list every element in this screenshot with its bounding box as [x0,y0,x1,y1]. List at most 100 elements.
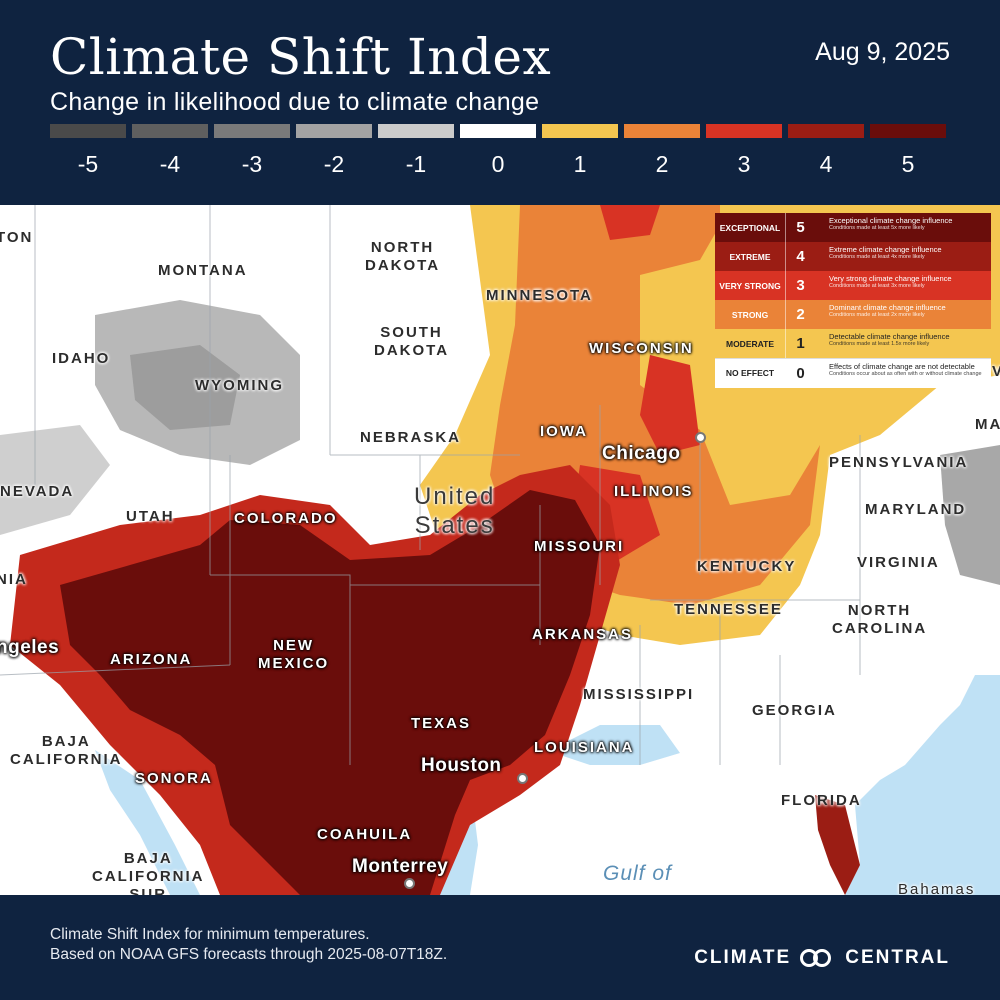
legend-row: EXCEPTIONAL 5 Exceptional climate change i… [715,213,991,242]
scale-swatch [132,124,208,138]
climate-central-logo-icon [800,947,836,969]
map-label-edge-california: NIA [0,571,28,588]
legend-description-text: Effects of climate change are not detect… [829,362,975,371]
map-label-arkansas: ARKANSAS [532,626,634,643]
brand-text-right: CENTRAL [845,947,950,968]
map-label-nebraska: NEBRASKA [360,429,462,446]
brand-text-left: CLIMATE [694,947,792,968]
legend-category: EXCEPTIONAL [715,213,785,242]
grey-region-east [940,445,1000,585]
scale-swatch [214,124,290,138]
legend-row: MODERATE 1 Detectable climate change influ… [715,329,991,358]
monterrey-dot [404,878,415,889]
page-title: Climate Shift Index [50,28,552,86]
forecast-date: Aug 9, 2025 [815,38,950,66]
scale-label: -2 [323,151,345,177]
legend-level: 0 [785,359,815,387]
exceptional-region [60,490,600,895]
legend-description-text: Detectable climate change influence [829,332,950,341]
map-label-south-dakota: SOUTH DAKOTA [374,324,450,359]
state-borders [0,205,861,765]
legend-description-detail: Conditions made at least 4x more likely [829,254,925,260]
map-label-maryland: MARYLAND [865,501,967,518]
scale-swatch [50,124,126,138]
legend-description-text: Very strong climate change influence [829,274,952,283]
map-label-north-carolina: NORTH CAROLINA [832,602,928,637]
map-label-bahamas: Bahamas [898,881,976,895]
scale-label: -3 [241,151,263,177]
legend-level: 3 [785,271,815,300]
legend-level: 5 [785,213,815,242]
map-label-baja-california: BAJA CALIFORNIA [10,733,123,768]
chicago-dot [695,432,706,443]
legend-row: VERY STRONG 3 Very strong climate change i… [715,271,991,300]
legend-level: 4 [785,242,815,271]
very-strong-region [570,205,700,565]
florida-hot [815,795,860,895]
legend-description-text: Exceptional climate change influence [829,216,953,225]
scale-swatch [296,124,372,138]
footnote-line-1: Climate Shift Index for minimum temperat… [50,926,370,943]
map-label-houston: Houston [421,755,502,776]
map-label-minnesota: MINNESOTA [486,287,593,304]
legend-description: Dominant climate change influence Conditi… [815,300,991,329]
scale-label: -4 [159,151,181,177]
legend-description-detail: Conditions occur about as often with or … [829,371,982,377]
legend-description-text: Extreme climate change influence [829,245,942,254]
map-label-edge-v: V [992,363,1000,380]
legend-description: Detectable climate change influence Condi… [815,329,991,358]
map-label-texas: TEXAS [411,715,472,732]
legend-row: EXTREME 4 Extreme climate change influence… [715,242,991,271]
map-label-mississippi: MISSISSIPPI [583,686,695,703]
category-legend: EXCEPTIONAL 5 Exceptional climate change i… [715,213,991,388]
map-label-united-states: United States [414,483,496,539]
legend-row: STRONG 2 Dominant climate change influence… [715,300,991,329]
map-label-arizona: ARIZONA [110,651,193,668]
scale-swatch [788,124,864,138]
map-label-baja-california-sur: BAJA CALIFORNIA SUR [92,850,205,895]
map-label-montana: MONTANA [158,262,248,279]
map-label-utah: UTAH [126,508,175,525]
legend-level: 1 [785,329,815,358]
map-label-kentucky: KENTUCKY [697,558,797,575]
map-label-gulf: Gulf of [603,862,672,885]
scale-label: 1 [573,151,587,177]
map-label-chicago: Chicago [602,443,681,464]
map-label-virginia: VIRGINIA [857,554,940,571]
map-label-idaho: IDAHO [52,350,111,367]
map-label-florida: FLORIDA [781,792,862,809]
map-label-nevada: NEVADA [0,483,75,500]
scale-swatch [460,124,536,138]
scale-label: 0 [491,151,505,177]
map-label-sonora: SONORA [135,770,213,787]
legend-description: Effects of climate change are not detect… [815,359,991,387]
map-label-wyoming: WYOMING [195,377,284,394]
gulf-of-california [95,750,200,895]
legend-level: 2 [785,300,815,329]
houston-dot [517,773,528,784]
scale-swatch [870,124,946,138]
map-label-tennessee: TENNESSEE [674,601,783,618]
map-label-north-dakota: NORTH DAKOTA [365,239,441,274]
scale-label: 2 [655,151,669,177]
map-label-pennsylvania: PENNSYLVANIA [829,454,969,471]
grey-region-dark [130,345,240,430]
map-label-illinois: ILLINOIS [614,483,694,500]
legend-description: Very strong climate change influence Cond… [815,271,991,300]
legend-description: Extreme climate change influence Conditio… [815,242,991,271]
scale-label: 3 [737,151,751,177]
map-label-monterrey: Monterrey [352,856,449,877]
scale-label: 5 [901,151,915,177]
legend-description: Exceptional climate change influence Cond… [815,213,991,242]
footer: Climate Shift Index for minimum temperat… [0,895,1000,1000]
legend-category: VERY STRONG [715,271,785,300]
legend-category: EXTREME [715,242,785,271]
map-label-edge-top-left: TON [0,229,34,246]
grey-region-west [0,425,110,535]
legend-category: STRONG [715,300,785,329]
footnote: Climate Shift Index for minimum temperat… [50,925,447,965]
scale-swatch [706,124,782,138]
scale-swatch [378,124,454,138]
map-label-georgia: GEORGIA [752,702,837,719]
map-label-wisconsin: WISCONSIN [589,340,694,357]
